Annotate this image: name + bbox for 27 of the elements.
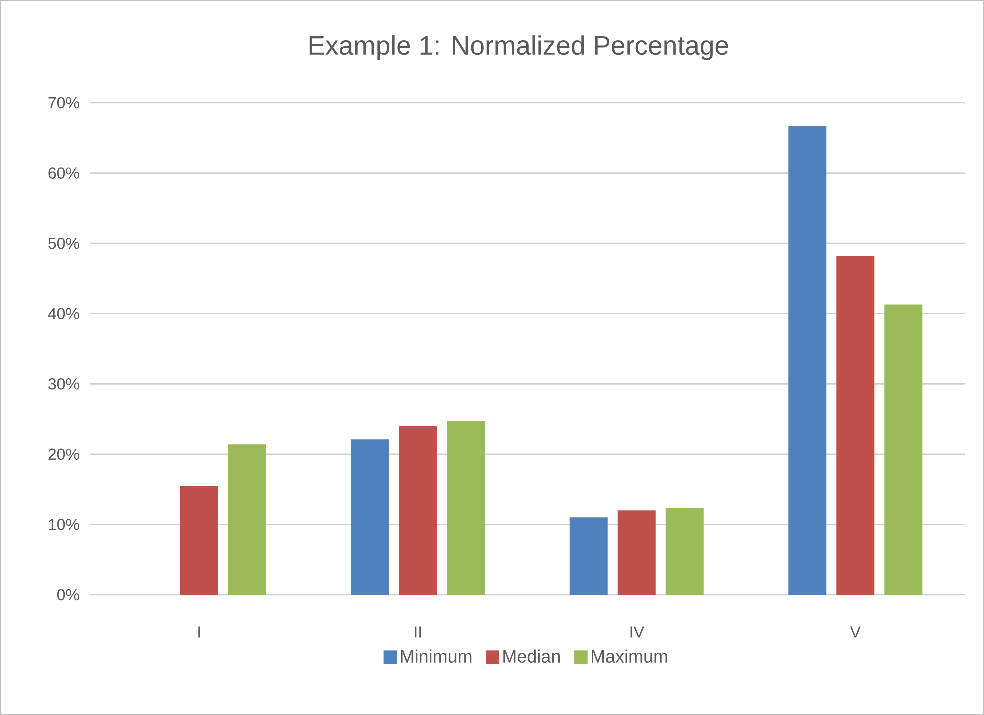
y-tick-label: 10%	[49, 519, 80, 530]
x-tick-label: IV	[630, 626, 644, 638]
bar	[351, 440, 390, 595]
legend-label: Median	[504, 650, 560, 664]
bar	[836, 256, 875, 595]
legend-label: Minimum	[401, 650, 472, 664]
x-tick-label: I	[198, 626, 200, 638]
y-tick-label: 60%	[48, 168, 80, 179]
bar	[228, 444, 266, 595]
y-tick-label: 0%	[57, 589, 80, 601]
y-tick-label: 70%	[48, 97, 80, 109]
y-tick-label: 40%	[48, 308, 80, 320]
bar	[666, 508, 704, 595]
bar	[788, 126, 827, 595]
bar	[447, 421, 486, 595]
y-tick-label: 30%	[48, 378, 80, 390]
x-tick-label: V	[850, 626, 861, 638]
y-tick-label: 50%	[48, 238, 80, 250]
bar	[570, 518, 608, 595]
bar	[399, 426, 438, 595]
y-tick-label: 20%	[48, 448, 80, 460]
legend-label: Maximum	[592, 650, 668, 664]
chart-title: Example 1: Normalized Percentage	[310, 36, 728, 60]
bar	[180, 486, 218, 595]
x-tick-label: II	[415, 626, 422, 638]
bar	[618, 510, 656, 595]
bar	[884, 304, 923, 595]
